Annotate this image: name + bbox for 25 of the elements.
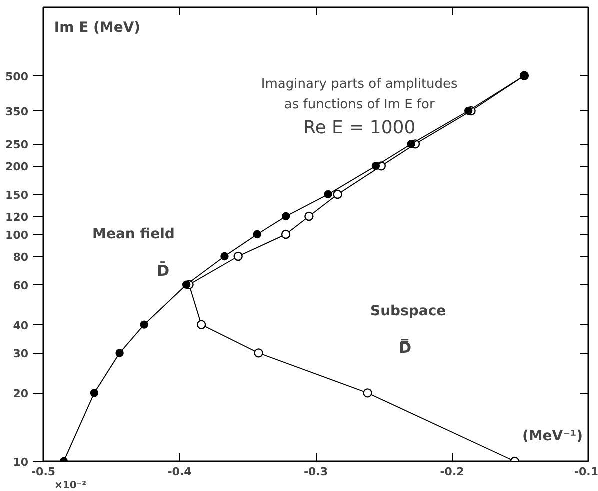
- y-tick-label: 80: [13, 251, 29, 264]
- y-axis-title: Im E (MeV): [54, 20, 141, 36]
- text: Imaginary parts of amplitudes as functions of Im E for: [261, 77, 458, 113]
- x-tick-label: -0.5: [31, 466, 56, 478]
- x-tick-label: -0.3: [304, 466, 328, 478]
- y-tick-label: 40: [13, 319, 29, 332]
- text: ×10⁻²: [54, 480, 86, 491]
- y-tick-label: 30: [13, 348, 29, 361]
- y-tick-label: 60: [13, 279, 29, 292]
- x-tick-label: -0.2: [440, 466, 464, 478]
- y-tick-label: 500: [6, 70, 29, 84]
- y-tick-label: 350: [6, 105, 29, 118]
- y-tick-label: 20: [13, 388, 29, 401]
- y-tick-label: 100: [6, 229, 29, 242]
- y-tick-label: 150: [6, 189, 29, 202]
- y-tick-label: 120: [6, 211, 29, 224]
- x-tick-label: -0.1: [574, 466, 598, 478]
- y-tick-label: 10: [13, 456, 29, 469]
- y-tick-label: 200: [6, 160, 29, 174]
- x-axis-title: (MeV⁻¹): [522, 428, 584, 445]
- y-tick-label: 250: [6, 138, 29, 152]
- x-tick-label: -0.4: [168, 466, 192, 478]
- text: Mean field D̄: [92, 226, 175, 280]
- text: Re E = 1000: [304, 117, 416, 138]
- text: Subspace D̿: [370, 304, 446, 357]
